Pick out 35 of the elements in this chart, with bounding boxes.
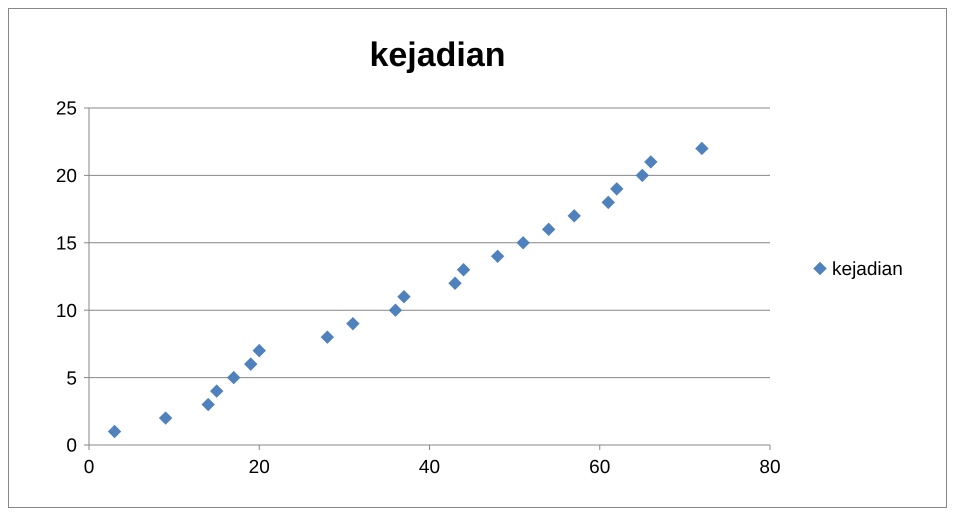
point bbox=[610, 182, 624, 196]
y-tick-label: 15 bbox=[56, 233, 77, 254]
point bbox=[346, 316, 360, 330]
point bbox=[636, 168, 650, 182]
point bbox=[568, 209, 581, 223]
y-tick-label: 20 bbox=[56, 166, 77, 188]
point bbox=[516, 236, 530, 250]
point bbox=[602, 196, 615, 210]
x-tick-label: 40 bbox=[418, 457, 440, 478]
point bbox=[388, 303, 402, 317]
point bbox=[244, 357, 258, 371]
point bbox=[542, 222, 556, 236]
x-tick-label: 80 bbox=[759, 457, 781, 478]
y-tick-label: 10 bbox=[56, 300, 77, 322]
point bbox=[320, 330, 334, 344]
point bbox=[695, 142, 709, 156]
point bbox=[210, 384, 224, 398]
y-tick-label: 25 bbox=[56, 98, 77, 120]
chart-title: kejadian bbox=[369, 36, 506, 74]
point bbox=[108, 424, 122, 438]
point bbox=[252, 344, 266, 358]
point bbox=[397, 290, 411, 304]
x-tick-label: 20 bbox=[248, 457, 270, 478]
point bbox=[227, 370, 240, 384]
point bbox=[456, 263, 470, 276]
point bbox=[448, 276, 462, 290]
point bbox=[490, 250, 504, 263]
y-tick-label: 5 bbox=[66, 368, 77, 390]
x-tick-label: 60 bbox=[589, 457, 610, 478]
point bbox=[201, 398, 215, 412]
x-tick-label: 0 bbox=[84, 457, 94, 478]
y-tick-label: 0 bbox=[66, 436, 77, 457]
point bbox=[644, 155, 658, 169]
legend-label: kejadian bbox=[832, 259, 903, 280]
point bbox=[158, 411, 172, 425]
